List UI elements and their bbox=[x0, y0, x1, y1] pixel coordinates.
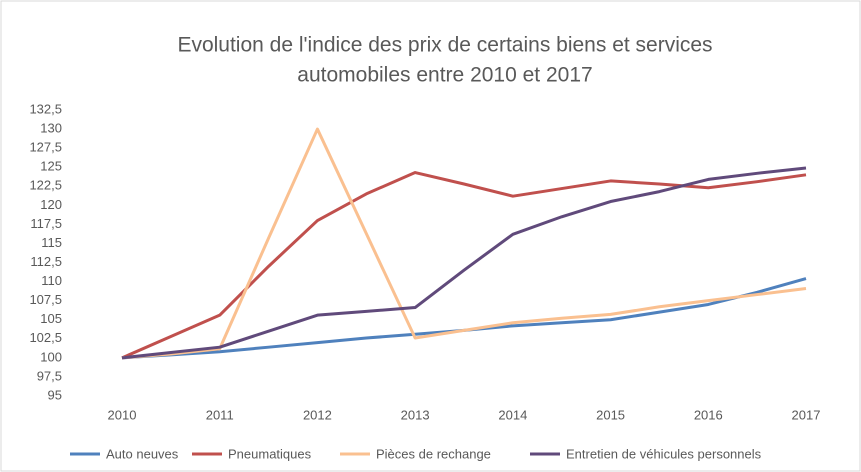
y-tick-label: 132,5 bbox=[29, 101, 62, 116]
series-line bbox=[121, 166, 807, 360]
series-line bbox=[121, 171, 807, 360]
y-tick-label: 125 bbox=[40, 159, 62, 174]
x-tick-label: 2011 bbox=[206, 407, 234, 422]
y-tick-label: 105 bbox=[40, 311, 62, 326]
y-tick-label: 120 bbox=[40, 197, 62, 212]
y-tick-label: 95 bbox=[48, 387, 62, 402]
y-tick-label: 97,5 bbox=[37, 368, 62, 383]
x-tick-label: 2017 bbox=[792, 407, 821, 422]
legend-label: Pièces de rechange bbox=[376, 446, 491, 461]
x-tick-label: 2015 bbox=[596, 407, 625, 422]
y-tick-label: 122,5 bbox=[29, 178, 62, 193]
y-tick-label: 127,5 bbox=[29, 140, 62, 155]
x-tick-label: 2016 bbox=[694, 407, 723, 422]
y-tick-label: 100 bbox=[40, 349, 62, 364]
x-tick-label: 2010 bbox=[108, 407, 137, 422]
y-tick-label: 117,5 bbox=[30, 216, 62, 231]
x-tick-label: 2014 bbox=[498, 407, 527, 422]
series-line bbox=[121, 127, 807, 360]
y-tick-label: 107,5 bbox=[29, 292, 62, 307]
y-tick-label: 112,5 bbox=[30, 254, 62, 269]
y-tick-label: 115 bbox=[41, 235, 62, 250]
legend-label: Auto neuves bbox=[106, 446, 179, 461]
chart-title: Evolution de l'indice des prix de certai… bbox=[177, 34, 712, 57]
legend-label: Pneumatiques bbox=[228, 446, 312, 461]
x-tick-label: 2013 bbox=[401, 407, 430, 422]
chart-title: automobiles entre 2010 et 2017 bbox=[297, 64, 592, 87]
y-tick-label: 102,5 bbox=[29, 330, 62, 345]
legend-label: Entretien de véhicules personnels bbox=[566, 446, 762, 461]
x-tick-label: 2012 bbox=[303, 407, 332, 422]
y-tick-label: 110 bbox=[41, 273, 62, 288]
y-tick-label: 130 bbox=[40, 121, 62, 136]
